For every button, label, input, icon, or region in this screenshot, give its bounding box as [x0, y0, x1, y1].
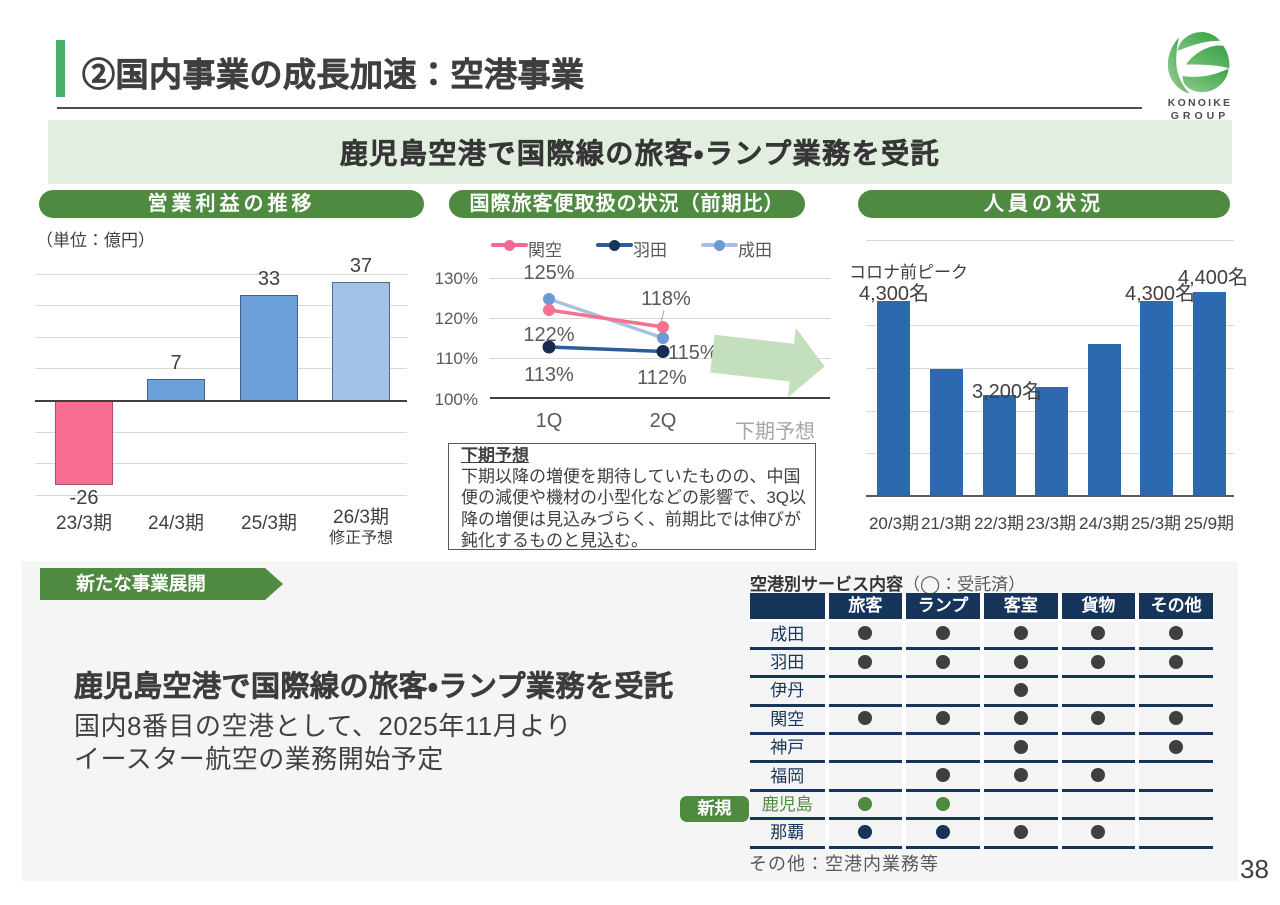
svg-text:GROUP: GROUP	[1171, 110, 1230, 121]
svg-text:KONOIKE: KONOIKE	[1168, 97, 1232, 109]
